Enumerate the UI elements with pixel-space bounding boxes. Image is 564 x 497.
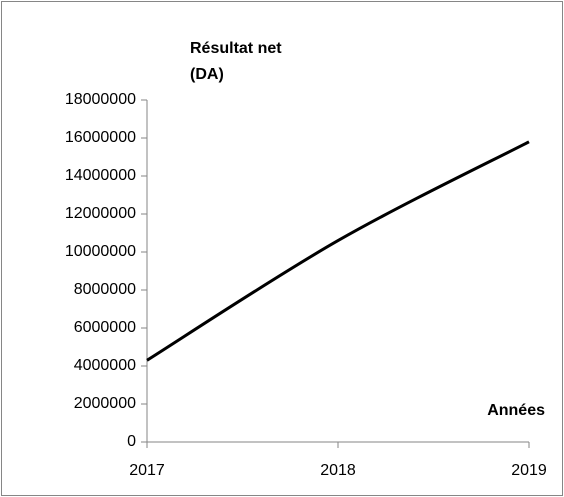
y-tick-label: 10000000 xyxy=(65,243,136,260)
data-line xyxy=(146,140,530,362)
y-tick-label: 18000000 xyxy=(65,91,136,108)
y-tick-label: 16000000 xyxy=(65,129,136,146)
y-tick-label: 2000000 xyxy=(74,395,136,412)
y-axis-title: Résultat net (DA) xyxy=(190,40,282,83)
x-tick-label: 2018 xyxy=(320,462,356,479)
y-axis-title-box: Résultat net (DA) xyxy=(190,40,282,83)
y-tick-label: 4000000 xyxy=(74,357,136,374)
x-tick-label: 2019 xyxy=(511,462,547,479)
y-tick-label: 14000000 xyxy=(65,167,136,184)
y-tick-label: 12000000 xyxy=(65,205,136,222)
y-tick-label: 8000000 xyxy=(74,281,136,298)
y-tick-label: 0 xyxy=(127,433,136,450)
x-tick-label: 2017 xyxy=(129,462,165,479)
y-tick-label: 6000000 xyxy=(74,319,136,336)
x-axis-title: Années xyxy=(487,402,545,419)
